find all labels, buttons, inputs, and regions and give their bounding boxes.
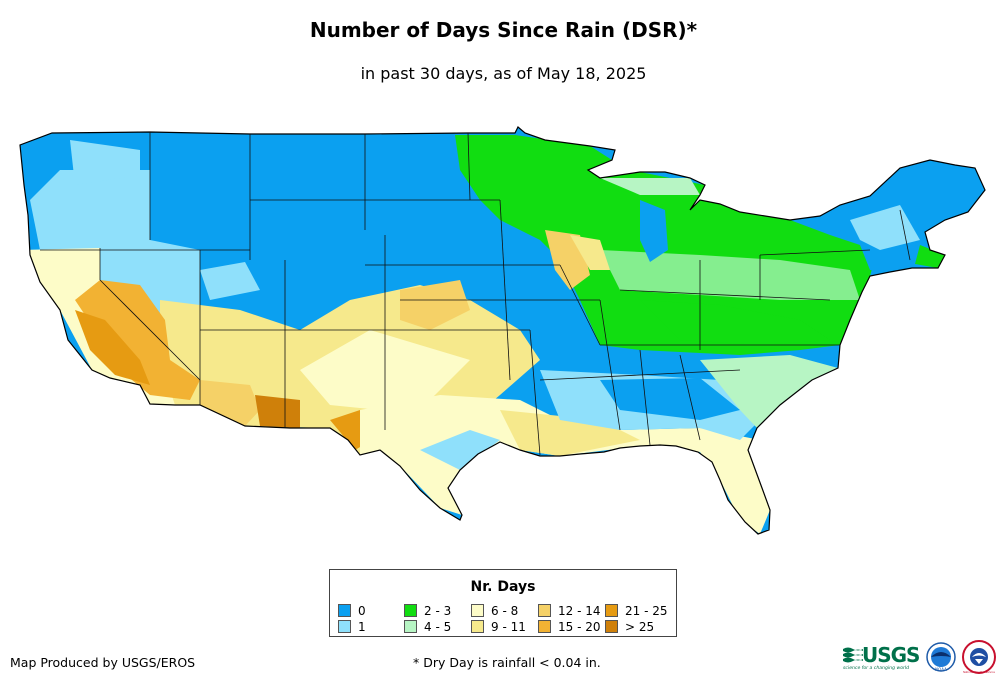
legend-swatch xyxy=(471,604,484,617)
legend-item: > 25 xyxy=(605,620,654,634)
legend-label: 2 - 3 xyxy=(424,604,452,618)
legend-label: 0 xyxy=(358,604,366,618)
usgs-wave-icon xyxy=(843,647,863,663)
map-subtitle: in past 30 days, as of May 18, 2025 xyxy=(360,64,647,83)
legend-swatch xyxy=(538,604,551,617)
legend-swatch xyxy=(338,604,351,617)
legend-label: 12 - 14 xyxy=(558,604,601,618)
legend: Nr. Days 0 1 2 - 3 4 - 5 6 - 8 9 - 11 12… xyxy=(329,569,677,637)
nws-logo-text: National Weather Service xyxy=(963,670,995,674)
nws-logo: National Weather Service xyxy=(962,640,996,674)
usgs-tagline: science for a changing world xyxy=(843,666,910,671)
usgs-logo: USGS science for a changing world xyxy=(843,643,920,673)
legend-swatch xyxy=(471,620,484,633)
legend-item: 12 - 14 xyxy=(538,604,601,618)
legend-item: 2 - 3 xyxy=(404,604,451,618)
legend-label: 9 - 11 xyxy=(491,620,526,634)
legend-item: 15 - 20 xyxy=(538,620,601,634)
legend-swatch xyxy=(404,620,417,633)
legend-label: 4 - 5 xyxy=(424,620,452,634)
legend-label: 6 - 8 xyxy=(491,604,519,618)
legend-item: 21 - 25 xyxy=(605,604,668,618)
legend-item: 0 xyxy=(338,604,366,618)
legend-swatch xyxy=(404,604,417,617)
legend-swatch xyxy=(538,620,551,633)
map-title: Number of Days Since Rain (DSR)* xyxy=(309,18,698,42)
noaa-logo-text: NOAA xyxy=(935,667,947,672)
footnote-text: * Dry Day is rainfall < 0.04 in. xyxy=(413,655,601,670)
noaa-logo: NOAA xyxy=(926,642,956,672)
usgs-logo-text: USGS xyxy=(862,643,920,667)
legend-item: 1 xyxy=(338,620,366,634)
credit-text: Map Produced by USGS/EROS xyxy=(10,655,196,670)
legend-label: > 25 xyxy=(625,620,655,634)
legend-item: 9 - 11 xyxy=(471,620,526,634)
legend-item: 4 - 5 xyxy=(404,620,451,634)
legend-label: 1 xyxy=(358,620,366,634)
us-dsr-map xyxy=(19,126,986,535)
legend-item: 6 - 8 xyxy=(471,604,518,618)
legend-swatch xyxy=(338,620,351,633)
legend-swatch xyxy=(605,604,618,617)
legend-label: 21 - 25 xyxy=(625,604,668,618)
legend-title: Nr. Days xyxy=(470,579,536,595)
legend-swatch xyxy=(605,620,618,633)
legend-label: 15 - 20 xyxy=(558,620,601,634)
